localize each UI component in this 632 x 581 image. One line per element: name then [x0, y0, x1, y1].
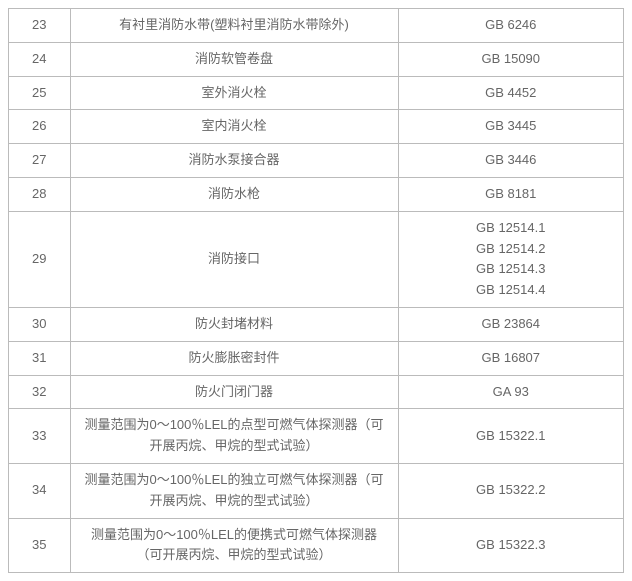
row-name: 测量范围为0～100％LEL的点型可燃气体探测器（可开展丙烷、甲烷的型式试验） — [70, 409, 398, 464]
code-line: GB 12514.1 — [407, 218, 616, 239]
table-row: 24消防软管卷盘GB 15090 — [9, 42, 624, 76]
row-name: 防火膨胀密封件 — [70, 341, 398, 375]
row-name: 室内消火栓 — [70, 110, 398, 144]
table-row: 29消防接口GB 12514.1GB 12514.2GB 12514.3GB 1… — [9, 211, 624, 307]
row-code: GA 93 — [398, 375, 624, 409]
table-row: 32防火门闭门器GA 93 — [9, 375, 624, 409]
row-name: 防火门闭门器 — [70, 375, 398, 409]
table-row: 35测量范围为0～100％LEL的便携式可燃气体探测器（可开展丙烷、甲烷的型式试… — [9, 518, 624, 573]
row-code: GB 3446 — [398, 144, 624, 178]
table-row: 31防火膨胀密封件GB 16807 — [9, 341, 624, 375]
table-row: 25室外消火栓GB 4452 — [9, 76, 624, 110]
row-number: 27 — [9, 144, 71, 178]
code-line: GB 12514.3 — [407, 259, 616, 280]
row-number: 35 — [9, 518, 71, 573]
standards-table: 23有衬里消防水带(塑料衬里消防水带除外)GB 624624消防软管卷盘GB 1… — [8, 8, 624, 573]
table-row: 28消防水枪GB 8181 — [9, 177, 624, 211]
table-row: 27消防水泵接合器GB 3446 — [9, 144, 624, 178]
row-code: GB 15322.3 — [398, 518, 624, 573]
row-number: 29 — [9, 211, 71, 307]
row-name: 消防水泵接合器 — [70, 144, 398, 178]
row-code: GB 8181 — [398, 177, 624, 211]
row-code: GB 4452 — [398, 76, 624, 110]
row-code: GB 15322.1 — [398, 409, 624, 464]
table-row: 34测量范围为0～100％LEL的独立可燃气体探测器（可开展丙烷、甲烷的型式试验… — [9, 463, 624, 518]
row-number: 32 — [9, 375, 71, 409]
row-code: GB 16807 — [398, 341, 624, 375]
row-code: GB 15090 — [398, 42, 624, 76]
row-number: 23 — [9, 9, 71, 43]
row-number: 31 — [9, 341, 71, 375]
row-code: GB 12514.1GB 12514.2GB 12514.3GB 12514.4 — [398, 211, 624, 307]
row-name: 消防软管卷盘 — [70, 42, 398, 76]
code-line: GB 12514.2 — [407, 239, 616, 260]
row-number: 33 — [9, 409, 71, 464]
row-name: 防火封堵材料 — [70, 307, 398, 341]
row-name: 测量范围为0～100％LEL的独立可燃气体探测器（可开展丙烷、甲烷的型式试验） — [70, 463, 398, 518]
row-name: 室外消火栓 — [70, 76, 398, 110]
code-line: GB 12514.4 — [407, 280, 616, 301]
row-name: 消防水枪 — [70, 177, 398, 211]
row-code: GB 3445 — [398, 110, 624, 144]
row-name: 消防接口 — [70, 211, 398, 307]
row-number: 30 — [9, 307, 71, 341]
row-code: GB 23864 — [398, 307, 624, 341]
row-number: 25 — [9, 76, 71, 110]
row-number: 34 — [9, 463, 71, 518]
table-row: 33测量范围为0～100％LEL的点型可燃气体探测器（可开展丙烷、甲烷的型式试验… — [9, 409, 624, 464]
row-number: 24 — [9, 42, 71, 76]
row-number: 28 — [9, 177, 71, 211]
row-number: 26 — [9, 110, 71, 144]
row-code: GB 15322.2 — [398, 463, 624, 518]
row-code: GB 6246 — [398, 9, 624, 43]
table-row: 30防火封堵材料GB 23864 — [9, 307, 624, 341]
row-name: 测量范围为0～100％LEL的便携式可燃气体探测器（可开展丙烷、甲烷的型式试验） — [70, 518, 398, 573]
table-row: 23有衬里消防水带(塑料衬里消防水带除外)GB 6246 — [9, 9, 624, 43]
table-row: 26室内消火栓GB 3445 — [9, 110, 624, 144]
row-name: 有衬里消防水带(塑料衬里消防水带除外) — [70, 9, 398, 43]
